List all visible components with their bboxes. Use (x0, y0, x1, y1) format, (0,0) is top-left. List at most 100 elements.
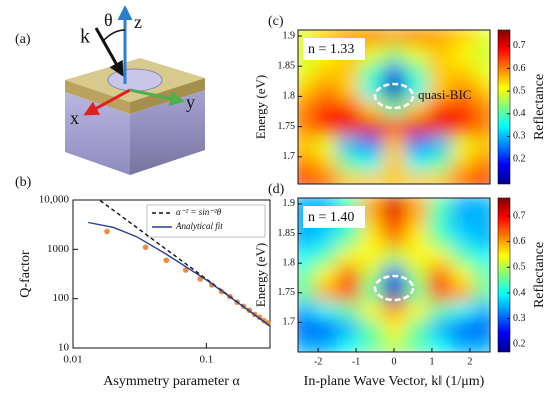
heatmap-cell (405, 153, 429, 173)
y-tick-label: 100 (53, 292, 70, 304)
colorbar-tick-label: 0.3 (513, 131, 526, 142)
heatmap-cell (298, 337, 315, 352)
heatmap-cell (450, 248, 475, 267)
heatmap (298, 198, 490, 352)
cube-diagram: (a) k θ z x y (15, 5, 205, 175)
heatmap (298, 30, 490, 184)
heatmap-cell (359, 135, 384, 155)
heatmap-cell (359, 45, 384, 64)
heatmap-cell (314, 153, 338, 173)
heatmap-cell (450, 153, 475, 173)
colorbar-tick-label: 0.4 (513, 108, 526, 119)
heatmap-cell (314, 117, 338, 137)
heatmap-cells (298, 198, 490, 352)
cube-face (130, 90, 205, 175)
heatmap-cell (337, 135, 361, 155)
x-tick-label: 0.1 (199, 354, 213, 366)
heatmap-cell (473, 266, 490, 285)
heatmap-cell (298, 171, 315, 184)
heatmap-cell (405, 117, 429, 137)
annotation-box (303, 206, 365, 228)
heatmap-cell (405, 45, 429, 64)
bic-marker (373, 274, 415, 302)
heatmap-cell (473, 171, 490, 184)
heatmap-cell (298, 81, 315, 100)
heatmap-cell (314, 135, 338, 155)
heatmap-cell (359, 153, 384, 173)
heatmap-cell (405, 171, 429, 184)
heatmap-cell (298, 135, 315, 155)
colorbar-tick-label: 0.5 (513, 85, 526, 96)
y-axis-label: Q-factor (18, 250, 33, 298)
annotation: quasi-BIC (418, 87, 471, 102)
heatmap-cell (405, 283, 429, 303)
y-tick-label: 1.75 (278, 121, 296, 132)
heatmap-cell (450, 171, 475, 184)
heatmap-cell (359, 248, 384, 267)
heatmap-cell (337, 153, 361, 173)
x-tick-label: 1 (429, 356, 434, 367)
heatmap-cell (473, 63, 490, 82)
heatmap-cell (450, 45, 475, 64)
y-axis-arrow (129, 88, 185, 106)
y-axis-label: Energy (eV) (253, 243, 268, 307)
heatmap-cell (382, 319, 406, 338)
y-tick-label: 1.75 (278, 287, 296, 298)
heatmap-cell (473, 283, 490, 303)
heatmap-cell (382, 301, 406, 320)
heatmap-cell (473, 337, 490, 352)
y-tick-label: 1.85 (278, 228, 296, 239)
heatmap-cell (314, 99, 338, 119)
panel-label: (c) (268, 14, 284, 29)
slab-face (65, 80, 130, 114)
panel-label: (d) (268, 182, 285, 197)
heatmap-cell (473, 30, 490, 46)
data-point (265, 320, 271, 326)
colorbar-tick-label: 0.6 (513, 236, 526, 247)
heatmap-cell (314, 81, 338, 100)
heatmap-cell (473, 99, 490, 119)
heatmap-cell (298, 230, 315, 249)
y-tick-label: 1.7 (283, 151, 296, 162)
heatmap-cell (405, 212, 429, 232)
heatmap-cell (428, 283, 452, 303)
heatmap-cell (428, 171, 452, 184)
heatmap-cell (359, 30, 384, 46)
heatmap-cell (405, 266, 429, 285)
x-tick-label: 0 (392, 356, 397, 367)
series-line (88, 221, 270, 327)
heatmap-cell (428, 135, 452, 155)
heatmap-cell (314, 301, 338, 320)
heatmap-cell (428, 30, 452, 46)
heatmap-cell (359, 283, 384, 303)
x-tick-label: -1 (352, 356, 360, 367)
heatmap-cell (382, 135, 406, 155)
heatmap-cell (382, 212, 406, 232)
data-point (163, 257, 170, 264)
heatmap-cell (428, 301, 452, 320)
heatmap-cell (314, 171, 338, 184)
heatmap-cell (314, 248, 338, 267)
heatmap-cell (428, 153, 452, 173)
heatmap-cell (473, 248, 490, 267)
heatmap-cell (382, 171, 406, 184)
heatmap-cell (450, 319, 475, 338)
heatmap-cell (405, 301, 429, 320)
heatmap-cell (428, 212, 452, 232)
k-label: k (80, 26, 90, 48)
x-label: x (70, 108, 79, 128)
heatmap-cell (382, 63, 406, 82)
heatmap-cell (314, 337, 338, 352)
bic-marker (373, 82, 415, 110)
heatmap-cell (450, 135, 475, 155)
heatmap-cell (337, 99, 361, 119)
heatmap-cell (405, 63, 429, 82)
heatmap-cell (405, 30, 429, 46)
heatmap-cell (337, 230, 361, 249)
panel-label: (a) (15, 32, 31, 47)
heatmap-cell (382, 45, 406, 64)
theta-arc (103, 29, 126, 41)
annotation-box (303, 38, 365, 60)
heatmap-cell (450, 266, 475, 285)
heatmap-cell (314, 266, 338, 285)
